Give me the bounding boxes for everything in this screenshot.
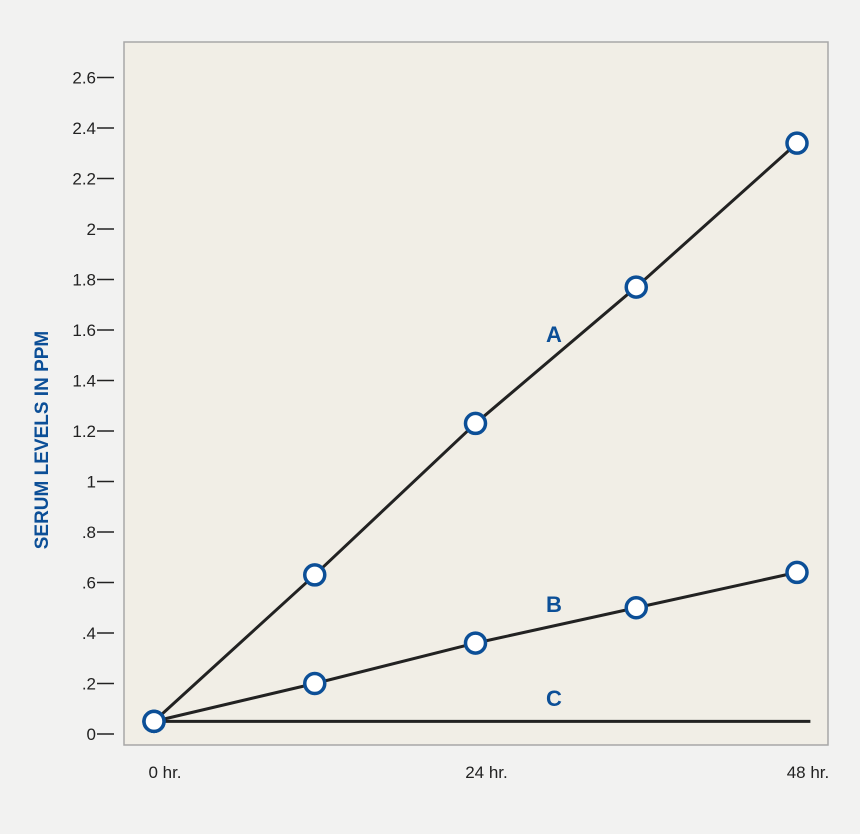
data-point-A [303,563,327,587]
y-tick-label: 1.8 [72,271,96,290]
series-markers [142,131,809,734]
x-tick-label: 48 hr. [787,763,830,782]
y-tick-label: 1 [87,473,96,492]
y-tick-label: .4 [82,624,96,643]
y-tick-label: .2 [82,675,96,694]
data-point-B [303,671,327,696]
plot-area [123,41,829,746]
data-point-B [624,596,648,620]
y-axis: 0 .2 .4 .6 .8 1 1.2 1.4 1.6 1.8 2 2.2 2.4 2.6 [72,69,114,744]
y-tick-label: 1.2 [72,422,96,441]
series-labels: A B C [546,322,562,711]
data-point-A [785,131,809,155]
x-axis: 0 hr. 24 hr. 48 hr. [148,763,829,782]
y-tick-label: 2.6 [72,69,96,88]
y-tick-label: 0 [87,725,96,744]
y-tick-label: .6 [82,574,96,593]
data-point-A [624,275,648,299]
series-label-C: C [546,686,562,711]
x-tick-label: 0 hr. [148,763,181,782]
data-point-B [785,560,809,585]
y-tick-label: 1.6 [72,321,96,340]
x-tick-label: 24 hr. [465,763,508,782]
y-axis-label: SERUM LEVELS IN PPM [32,331,53,550]
series-label-B: B [546,592,562,617]
y-tick-label: .8 [82,523,96,542]
y-tick-label: 2 [87,220,96,239]
data-point-B [463,631,488,655]
y-tick-label: 2.2 [72,170,96,189]
y-tick-label: 1.4 [72,372,96,391]
series-label-A: A [546,322,562,347]
data-point-A [463,411,488,436]
data-point-C [142,709,166,734]
y-tick-label: 2.4 [72,119,96,138]
